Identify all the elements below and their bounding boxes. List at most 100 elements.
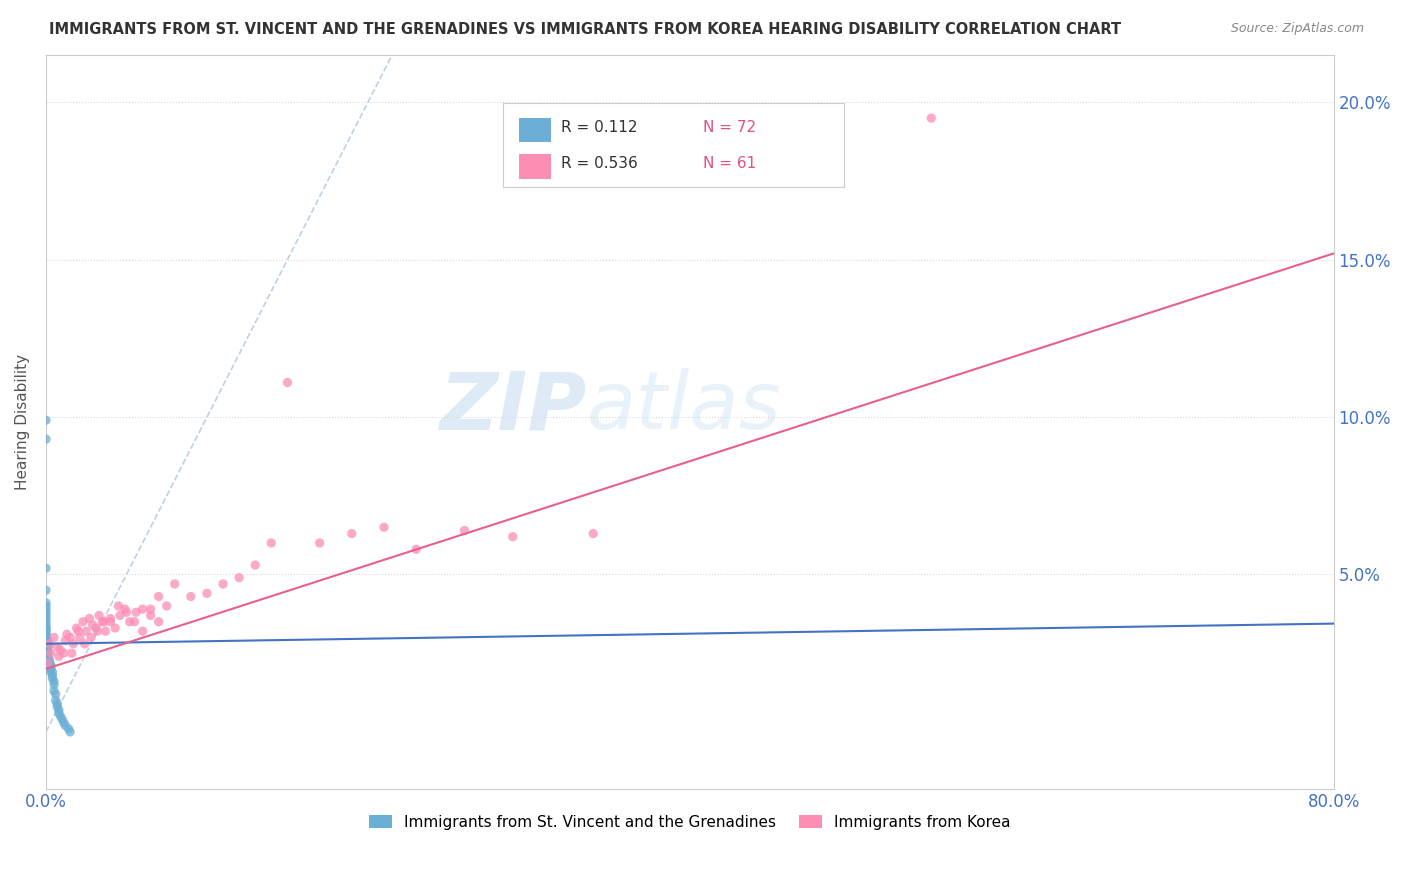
Point [35, 621, 58, 635]
Point [139, 608, 162, 623]
Point [37, 640, 59, 654]
Point [80, 631, 103, 645]
Point [73, 637, 96, 651]
Point [405, 542, 427, 557]
Legend: Immigrants from St. Vincent and the Grenadines, Immigrants from Korea: Immigrants from St. Vincent and the Gren… [363, 809, 1017, 836]
Text: R = 0.112: R = 0.112 [561, 120, 637, 135]
Point [67, 624, 90, 639]
Point [115, 605, 138, 619]
Point [38, 652, 60, 666]
Point [163, 577, 186, 591]
Point [69, 631, 91, 645]
Point [39, 662, 62, 676]
Text: N = 61: N = 61 [703, 156, 756, 171]
Point [37, 646, 59, 660]
Point [260, 536, 283, 550]
Point [37, 640, 59, 654]
Point [35, 615, 58, 629]
Point [35, 631, 58, 645]
Point [41, 665, 63, 679]
Point [37, 633, 59, 648]
Point [35, 599, 58, 613]
Point [48, 649, 70, 664]
Point [35, 633, 58, 648]
Point [59, 631, 82, 645]
Point [37, 646, 59, 660]
Text: atlas: atlas [586, 368, 782, 446]
Point [35, 605, 58, 619]
Point [125, 605, 148, 619]
Point [45, 687, 67, 701]
Point [38, 656, 60, 670]
Point [35, 624, 58, 639]
Text: Source: ZipAtlas.com: Source: ZipAtlas.com [1230, 22, 1364, 36]
Point [98, 615, 121, 629]
Point [53, 633, 76, 648]
Point [53, 718, 76, 732]
Point [41, 668, 63, 682]
Point [59, 724, 82, 739]
Point [37, 646, 59, 660]
Point [453, 524, 475, 538]
Point [276, 376, 298, 390]
Point [37, 643, 59, 657]
Point [52, 715, 75, 730]
Point [35, 618, 58, 632]
Point [42, 684, 65, 698]
Point [35, 627, 58, 641]
Point [35, 432, 58, 446]
Point [180, 590, 202, 604]
Point [38, 656, 60, 670]
Point [35, 631, 58, 645]
Point [46, 699, 69, 714]
Point [60, 646, 83, 660]
Point [156, 599, 179, 613]
Point [58, 722, 80, 736]
Point [48, 706, 70, 720]
Point [35, 561, 58, 575]
Point [79, 611, 101, 625]
Point [49, 709, 72, 723]
Point [56, 627, 79, 641]
Point [35, 624, 58, 639]
Point [124, 615, 146, 629]
Point [373, 520, 395, 534]
Point [37, 633, 59, 648]
Point [37, 656, 59, 670]
Point [37, 646, 59, 660]
Point [195, 586, 218, 600]
Point [94, 624, 117, 639]
Point [72, 615, 94, 629]
Point [131, 624, 153, 639]
Point [37, 640, 59, 654]
Point [37, 643, 59, 657]
Point [38, 656, 60, 670]
Point [37, 652, 59, 666]
Point [87, 608, 110, 623]
Point [228, 571, 250, 585]
Point [139, 602, 162, 616]
Point [93, 615, 115, 629]
Point [35, 621, 58, 635]
Point [35, 583, 58, 598]
Point [49, 643, 72, 657]
Point [38, 656, 60, 670]
Point [38, 637, 60, 651]
Point [41, 671, 63, 685]
Point [37, 637, 59, 651]
Point [35, 633, 58, 648]
Point [35, 596, 58, 610]
Point [582, 526, 605, 541]
Point [52, 646, 75, 660]
Point [340, 526, 363, 541]
Point [308, 536, 330, 550]
Point [37, 652, 59, 666]
Point [37, 637, 59, 651]
Point [48, 703, 70, 717]
Point [37, 649, 59, 664]
Text: R = 0.536: R = 0.536 [561, 156, 638, 171]
Point [38, 658, 60, 673]
Point [39, 665, 62, 679]
Point [37, 649, 59, 664]
Point [107, 599, 129, 613]
